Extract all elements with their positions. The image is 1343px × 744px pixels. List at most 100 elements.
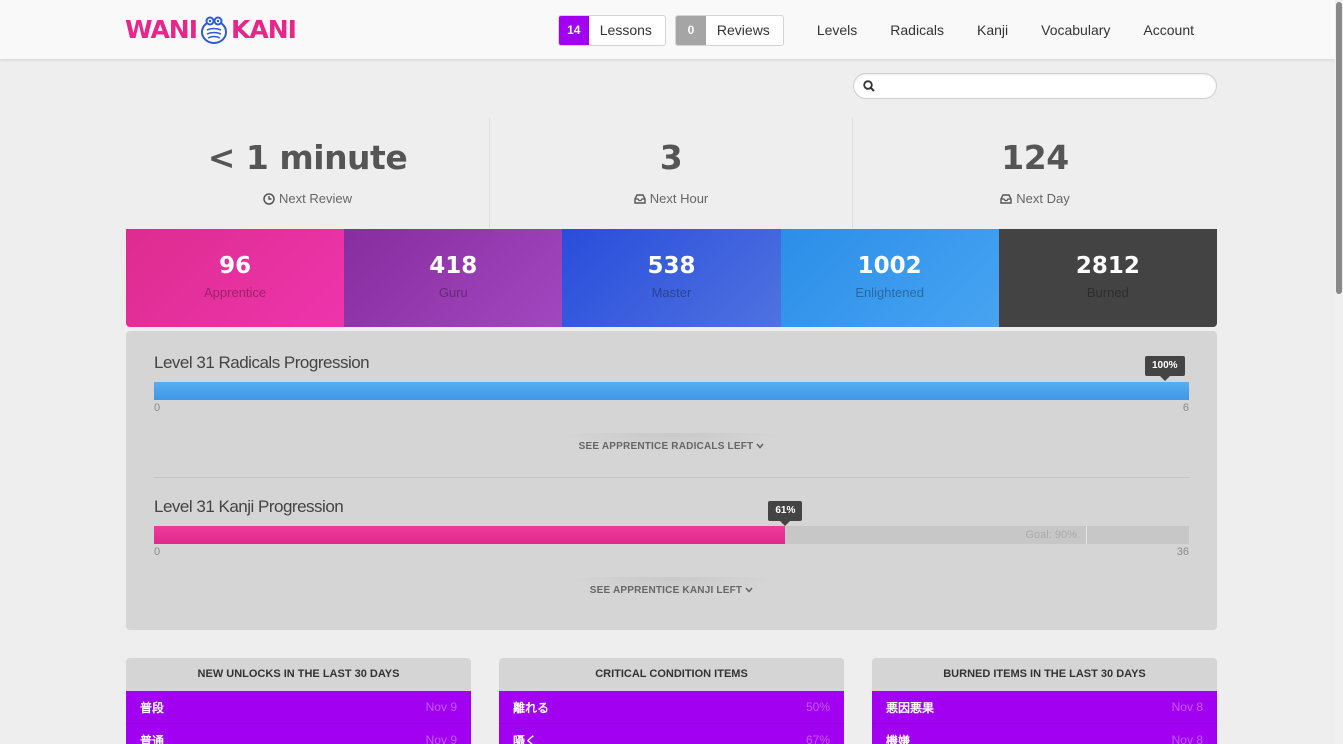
next-day-value: 124 (1001, 138, 1069, 177)
kanji-max-label: 36 (1176, 546, 1189, 558)
radicals-max-label: 6 (1182, 402, 1189, 414)
next-review-stat: < 1 minute Next Review (126, 118, 489, 228)
kanji-min-label: 0 (154, 546, 161, 558)
reviews-button[interactable]: 0 Reviews (674, 14, 784, 46)
crabigator-icon (201, 16, 228, 44)
srs-enlightened[interactable]: 1002 Enlightened (780, 229, 999, 327)
guru-count: 418 (429, 253, 478, 279)
apprentice-count: 96 (219, 253, 252, 279)
next-day-label: Next Day (1016, 191, 1070, 206)
srs-apprentice[interactable]: 96 Apprentice (126, 229, 345, 327)
logo-text-left: WANI (125, 14, 198, 44)
srs-distribution: 96 Apprentice 418 Guru 538 Master 1002 E… (126, 229, 1217, 327)
list-item-text: 離れる (513, 700, 550, 715)
radicals-progress-fill (154, 382, 1189, 400)
enlightened-count: 1002 (857, 253, 922, 279)
search-input[interactable] (882, 77, 1202, 95)
lessons-label: Lessons (599, 22, 652, 38)
chevron-down-icon (745, 587, 753, 593)
radicals-progress-title: Level 31 Radicals Progression (154, 353, 370, 372)
enlightened-label: Enlightened (855, 285, 924, 300)
critical-items-title: CRITICAL CONDITION ITEMS (499, 658, 844, 691)
kanji-progress-fill (154, 526, 786, 544)
kanji-goal-marker (1085, 526, 1190, 544)
see-apprentice-radicals-button[interactable]: SEE APPRENTICE RADICALS LEFT (126, 433, 1217, 452)
nav-vocabulary[interactable]: Vocabulary (1041, 22, 1111, 38)
new-unlocks-title: NEW UNLOCKS IN THE LAST 30 DAYS (126, 658, 471, 691)
main-nav: 14 Lessons 0 Reviews Levels Radicals Kan… (557, 14, 1203, 46)
list-item-text: 悪因悪果 (886, 700, 935, 715)
lessons-button[interactable]: 14 Lessons (557, 14, 666, 46)
see-radicals-label: SEE APPRENTICE RADICALS LEFT (578, 441, 754, 452)
list-item-date: Nov 8 (1171, 733, 1203, 744)
kanji-percent-tooltip: 61% (768, 501, 803, 526)
nav-levels[interactable]: Levels (816, 22, 858, 38)
list-item[interactable]: 機嫌 Nov 8 (872, 724, 1217, 744)
list-item[interactable]: 普通 Nov 9 (126, 724, 471, 744)
list-item-text: 普段 (140, 700, 165, 715)
list-item[interactable]: 囁く 67% (499, 724, 844, 744)
burned-count: 2812 (1075, 253, 1140, 279)
srs-burned[interactable]: 2812 Burned (998, 229, 1217, 327)
list-item-text: 囁く (513, 733, 538, 744)
burned-items-list: BURNED ITEMS IN THE LAST 30 DAYS 悪因悪果 No… (872, 658, 1217, 744)
critical-items-list: CRITICAL CONDITION ITEMS 離れる 50% 囁く 67% (499, 658, 844, 744)
list-item-percent: 67% (805, 733, 830, 744)
logo-text-right: KANI (231, 14, 297, 44)
search-icon (863, 80, 875, 92)
section-divider (154, 477, 1189, 478)
chevron-down-icon (756, 443, 764, 449)
nav-kanji[interactable]: Kanji (976, 22, 1009, 38)
radicals-percent-tooltip: 100% (1145, 356, 1185, 381)
list-item-percent: 50% (805, 700, 830, 714)
guru-label: Guru (438, 285, 468, 300)
radicals-min-label: 0 (154, 402, 161, 414)
kanji-progress-title: Level 31 Kanji Progression (154, 497, 344, 516)
see-apprentice-kanji-button[interactable]: SEE APPRENTICE KANJI LEFT (126, 577, 1217, 596)
list-item[interactable]: 離れる 50% (499, 691, 844, 724)
nav-radicals[interactable]: Radicals (890, 22, 944, 38)
next-hour-label: Next Hour (649, 191, 709, 206)
list-item-date: Nov 8 (1171, 700, 1203, 714)
list-item-date: Nov 9 (425, 700, 457, 714)
next-day-stat: 124 Next Day (852, 118, 1217, 228)
see-kanji-label: SEE APPRENTICE KANJI LEFT (589, 585, 743, 596)
review-forecast: < 1 minute Next Review 3 Next Hour 124 N… (126, 118, 1217, 228)
next-hour-value: 3 (659, 138, 683, 177)
list-item[interactable]: 悪因悪果 Nov 8 (872, 691, 1217, 724)
list-item[interactable]: 普段 Nov 9 (126, 691, 471, 724)
burned-label: Burned (1086, 285, 1129, 300)
page-scrollbar[interactable] (1335, 0, 1343, 744)
next-hour-caption: Next Hour (490, 191, 852, 206)
radicals-progress-bar (154, 382, 1189, 400)
burned-items-title: BURNED ITEMS IN THE LAST 30 DAYS (872, 658, 1217, 691)
reviews-count-badge: 0 (675, 15, 706, 45)
lessons-count-badge: 14 (558, 15, 589, 45)
next-day-caption: Next Day (853, 191, 1217, 206)
next-review-caption: Next Review (126, 191, 489, 206)
level-progression-panel: Level 31 Radicals Progression 100% 0 6 S… (126, 331, 1217, 630)
inbox-icon (1000, 193, 1012, 204)
master-label: Master (651, 285, 692, 300)
new-unlocks-list: NEW UNLOCKS IN THE LAST 30 DAYS 普段 Nov 9… (126, 658, 471, 744)
list-item-text: 普通 (140, 733, 165, 744)
kanji-progress-bar: Goal: 90% (154, 526, 1189, 544)
master-count: 538 (647, 253, 696, 279)
apprentice-label: Apprentice (204, 285, 267, 300)
next-review-label: Next Review (279, 191, 352, 206)
next-hour-stat: 3 Next Hour (489, 118, 852, 228)
srs-master[interactable]: 538 Master (562, 229, 781, 327)
inbox-icon (634, 193, 646, 204)
scrollbar-thumb[interactable] (1336, 2, 1342, 294)
srs-guru[interactable]: 418 Guru (344, 229, 563, 327)
next-review-value: < 1 minute (207, 138, 408, 177)
list-item-date: Nov 9 (425, 733, 457, 744)
reviews-label: Reviews (716, 22, 770, 38)
search-box[interactable] (853, 73, 1217, 99)
nav-account[interactable]: Account (1143, 22, 1194, 38)
kanji-goal-label: Goal: 90% (1025, 529, 1077, 541)
top-navbar: WANI KANI 14 Lessons 0 Reviews Levels Ra… (0, 0, 1335, 60)
wanikani-logo[interactable]: WANI KANI (125, 12, 297, 46)
list-item-text: 機嫌 (886, 733, 911, 744)
clock-icon (263, 192, 275, 205)
